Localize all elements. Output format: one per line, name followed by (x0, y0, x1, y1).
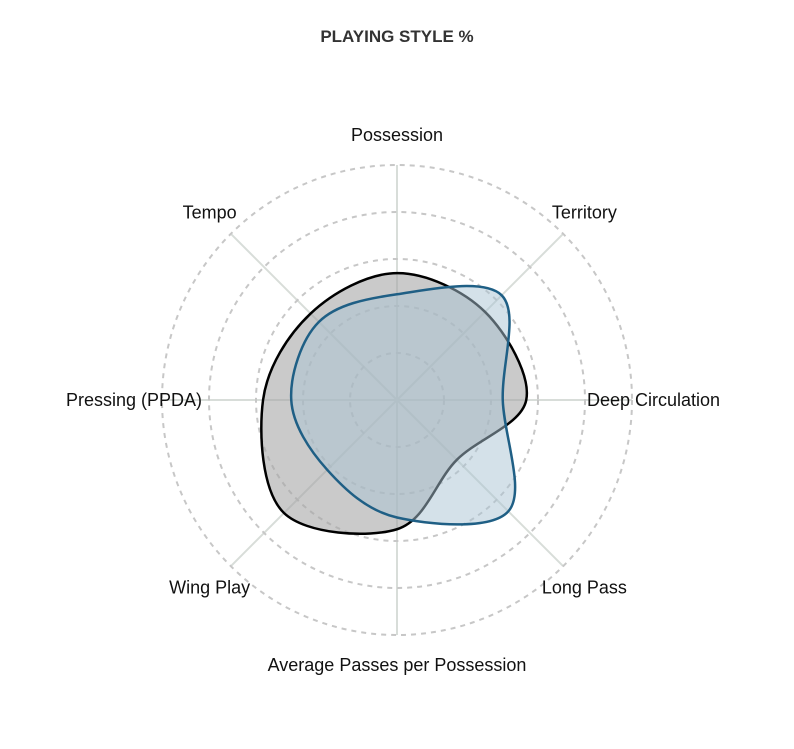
axis-label: Territory (552, 203, 617, 223)
grid-ring (161, 164, 633, 636)
axis-label: Deep Circulation (587, 390, 720, 410)
chart-title: PLAYING STYLE % (320, 27, 473, 46)
axis-label: Wing Play (169, 577, 250, 597)
grid-ring (255, 258, 539, 542)
axis-label: Pressing (PPDA) (66, 390, 202, 410)
series-2-shape (289, 284, 517, 526)
axis-labels: Possession Territory Deep Circulation Long … (66, 125, 720, 675)
axis-label: Possession (351, 125, 443, 145)
grid-ring (208, 211, 586, 589)
radar-series (260, 271, 529, 536)
axis-label: Average Passes per Possession (268, 655, 527, 675)
axis-label: Long Pass (542, 577, 627, 597)
axis-label: Tempo (183, 203, 237, 223)
